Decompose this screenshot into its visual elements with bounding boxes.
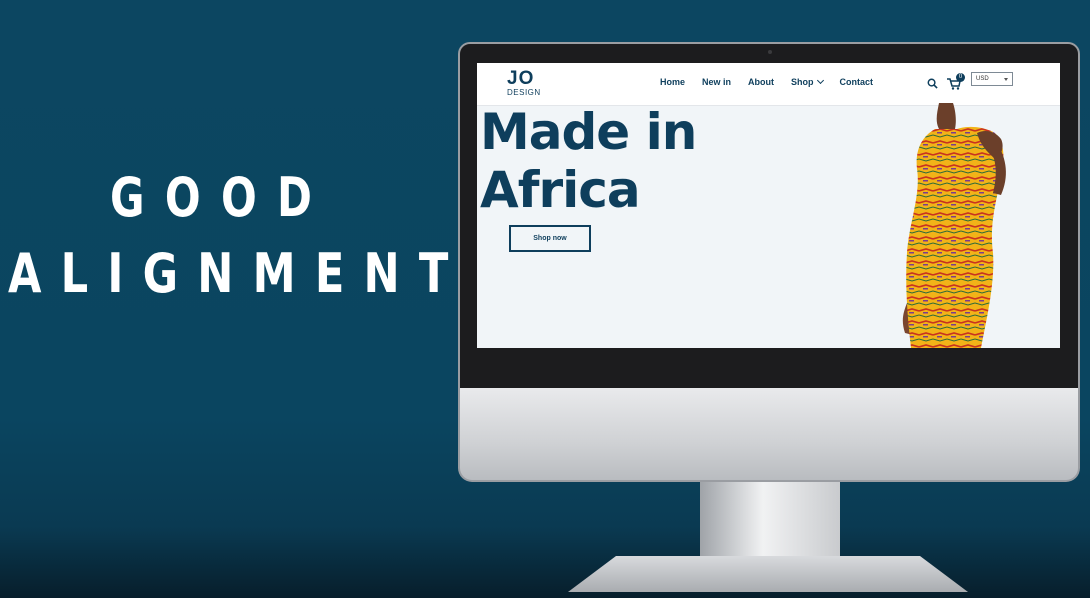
camera-dot (768, 50, 772, 54)
hero-title: Made in Africa (480, 103, 697, 219)
main-menu: Home New in About Shop Contact (660, 76, 874, 87)
hero-title-line-2: Africa (480, 161, 641, 219)
logo-main: JO (507, 68, 535, 89)
dropdown-arrow-icon (1004, 78, 1008, 81)
cart-count-badge: 0 (956, 73, 965, 82)
nav-item-shop-label: Shop (791, 77, 814, 87)
logo-sub: DESIGN (507, 88, 541, 97)
headline-line-2: ALIGNMENT (8, 242, 468, 305)
search-icon[interactable] (927, 78, 938, 89)
shop-now-button[interactable]: Shop now (509, 225, 591, 252)
nav-item-new-in[interactable]: New in (702, 77, 732, 87)
monitor-stand (700, 482, 840, 562)
currency-value: USD (976, 76, 989, 82)
nav-item-about[interactable]: About (748, 77, 775, 87)
monitor-base (568, 556, 968, 592)
site-header: JO DESIGN Home New in About Shop Contact… (477, 63, 1060, 106)
nav-item-home[interactable]: Home (660, 77, 686, 87)
site-logo[interactable]: JO DESIGN (507, 69, 541, 97)
nav-item-shop[interactable]: Shop (791, 76, 824, 87)
website-screen: JO DESIGN Home New in About Shop Contact… (477, 63, 1060, 348)
monitor-chin (458, 388, 1080, 482)
headline-line-1: GOOD (110, 166, 333, 229)
nav-item-contact[interactable]: Contact (839, 77, 874, 87)
hero-title-line-1: Made in (480, 103, 697, 161)
hero-model-image (902, 103, 1006, 348)
chevron-down-icon (816, 76, 824, 85)
currency-select[interactable]: USD (971, 72, 1013, 86)
